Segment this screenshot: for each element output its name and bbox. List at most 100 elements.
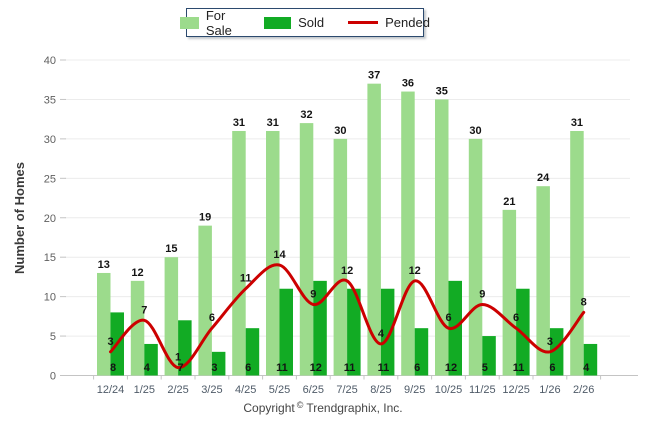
pended-value-label: 12 [341,265,353,277]
for-sale-value-label: 35 [436,85,448,97]
bar-for-sale-12/25 [502,209,517,376]
bar-sold-4/25 [245,328,260,376]
bar-sold-8/25 [380,288,395,376]
for-sale-value-label: 12 [131,267,143,279]
chart-legend: For Sale Sold Pended [180,8,430,38]
chart-generated-content: 0510152025303540138312/2412471/2515712/2… [44,55,638,396]
x-axis-label: 2/25 [167,384,188,396]
sold-value-label: 4 [583,362,590,374]
for-sale-value-label: 19 [199,212,211,224]
for-sale-value-label: 13 [98,259,110,271]
for-sale-value-label: 32 [300,109,312,121]
pended-value-label: 11 [240,273,252,285]
pended-value-label: 7 [141,304,147,316]
for-sale-value-label: 37 [368,70,380,82]
bar-for-sale-1/26 [536,186,550,376]
legend-item-for-sale: For Sale [180,8,240,38]
pended-value-label: 6 [513,312,519,324]
bar-for-sale-6/25 [299,123,314,376]
for-sale-value-label: 31 [233,117,245,129]
sold-value-label: 7 [178,362,184,374]
sold-value-label: 11 [276,362,288,374]
x-axis-label: 2/26 [573,384,594,396]
pended-value-label: 6 [209,312,215,324]
for-sale-value-label: 21 [503,196,515,208]
sold-value-label: 12 [445,362,457,374]
x-axis-label: 8/25 [370,384,391,396]
sold-swatch-icon [264,16,292,29]
y-tick-label: 40 [44,55,56,67]
y-tick-label: 15 [44,252,56,264]
pended-value-label: 8 [581,296,587,308]
y-tick-label: 35 [44,94,56,106]
bar-for-sale-3/25 [198,225,212,376]
bar-for-sale-9/25 [401,91,415,376]
pended-value-label: 12 [409,265,421,277]
for-sale-value-label: 30 [469,125,481,137]
pended-value-label: 3 [547,336,553,348]
pended-value-label: 4 [378,328,385,340]
y-tick-label: 10 [44,292,56,304]
for-sale-value-label: 36 [402,78,414,90]
x-axis-label: 9/25 [404,384,425,396]
pended-value-label: 1 [175,352,181,364]
x-axis-label: 4/25 [235,384,256,396]
bar-for-sale-2/26 [570,130,584,376]
pended-line [109,263,586,370]
x-axis-label: 11/25 [469,384,496,396]
bar-for-sale-8/25 [367,83,381,376]
for-sale-value-label: 31 [571,117,583,129]
sold-value-label: 3 [211,362,217,374]
bar-for-sale-2/25 [164,257,179,376]
y-tick-label: 0 [50,371,56,383]
y-tick-label: 20 [44,213,56,225]
sold-value-label: 5 [482,362,488,374]
x-axis-label: 5/25 [269,384,290,396]
sold-value-label: 4 [144,362,151,374]
bar-sold-3/25 [211,351,226,376]
bar-sold-11/25 [482,336,496,376]
pended-value-label: 6 [445,312,451,324]
sold-value-label: 6 [414,362,420,374]
copyright-line: Copyright © Trendgraphix, Inc. [0,400,646,415]
x-axis-label: 10/25 [435,384,463,396]
legend-item-pended: Pended [348,15,430,30]
bar-sold-1/25 [144,343,158,376]
y-tick-label: 25 [44,173,56,185]
bar-sold-1/26 [549,328,564,376]
legend-label-pended: Pended [385,15,430,30]
copyright-company: Trendgraphix, Inc. [306,401,403,415]
bar-sold-5/25 [279,288,293,376]
legend-item-sold: Sold [264,15,324,30]
for-sale-value-label: 24 [537,172,550,184]
bar-for-sale-1/25 [130,280,145,376]
y-tick-label: 30 [44,134,56,146]
y-axis-title: Number of Homes [12,162,27,274]
x-axis-label: 1/26 [539,384,560,396]
bar-sold-7/25 [347,288,361,376]
sold-value-label: 12 [310,362,322,374]
sold-value-label: 11 [378,362,390,374]
x-axis-label: 12/25 [502,384,530,396]
bar-for-sale-4/25 [232,130,246,376]
copyright-symbol: © [296,400,304,410]
pended-value-label: 9 [479,289,485,301]
pended-value-label: 14 [273,249,286,261]
bar-for-sale-10/25 [435,99,449,376]
sold-value-label: 11 [344,362,356,374]
sold-value-label: 8 [110,362,116,374]
for-sale-value-label: 30 [334,125,346,137]
sold-value-label: 11 [513,362,525,374]
bar-for-sale-11/25 [468,138,483,376]
sold-value-label: 6 [245,362,251,374]
x-axis-label: 3/25 [201,384,222,396]
y-tick-label: 5 [50,331,56,343]
pended-value-label: 9 [310,289,316,301]
x-axis-label: 6/25 [303,384,324,396]
for-sale-value-label: 31 [267,117,279,129]
x-axis-label: 12/24 [97,384,125,396]
for-sale-value-label: 15 [165,243,177,255]
pended-value-label: 3 [107,336,113,348]
bar-for-sale-7/25 [333,138,348,376]
bar-sold-9/25 [414,328,429,376]
